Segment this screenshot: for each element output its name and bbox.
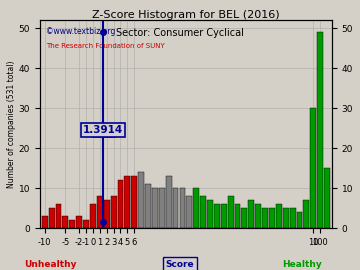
Bar — [76, 216, 82, 228]
Bar — [97, 196, 103, 228]
Bar — [145, 184, 151, 228]
Bar — [317, 32, 323, 228]
Bar — [310, 108, 316, 228]
Bar — [242, 208, 247, 228]
Bar — [138, 172, 144, 228]
Bar — [69, 220, 75, 228]
Text: ©www.textbiz.org: ©www.textbiz.org — [46, 27, 115, 36]
Title: Z-Score Histogram for BEL (2016): Z-Score Histogram for BEL (2016) — [92, 10, 280, 20]
Bar — [303, 200, 309, 228]
Text: The Research Foundation of SUNY: The Research Foundation of SUNY — [46, 43, 165, 49]
Text: Sector: Consumer Cyclical: Sector: Consumer Cyclical — [116, 28, 244, 38]
Bar — [193, 188, 199, 228]
Text: Unhealthy: Unhealthy — [24, 260, 77, 269]
Bar — [290, 208, 296, 228]
Bar — [63, 216, 68, 228]
Bar — [104, 200, 110, 228]
Bar — [297, 212, 302, 228]
Bar — [49, 208, 55, 228]
Bar — [180, 188, 185, 228]
Bar — [200, 196, 206, 228]
Bar — [186, 196, 192, 228]
Bar — [248, 200, 254, 228]
Text: Healthy: Healthy — [283, 260, 322, 269]
Text: 1.3914: 1.3914 — [83, 125, 123, 135]
Bar — [269, 208, 275, 228]
Bar — [262, 208, 268, 228]
Bar — [166, 176, 172, 228]
Bar — [55, 204, 62, 228]
Bar — [159, 188, 165, 228]
Bar — [255, 204, 261, 228]
Text: Score: Score — [166, 260, 194, 269]
Bar — [221, 204, 227, 228]
Bar — [125, 176, 130, 228]
Bar — [324, 168, 330, 228]
Bar — [83, 220, 89, 228]
Bar — [173, 188, 179, 228]
Bar — [276, 204, 282, 228]
Bar — [118, 180, 123, 228]
Bar — [214, 204, 220, 228]
Bar — [228, 196, 234, 228]
Bar — [207, 200, 213, 228]
Bar — [42, 216, 48, 228]
Bar — [111, 196, 117, 228]
Bar — [283, 208, 289, 228]
Bar — [235, 204, 240, 228]
Y-axis label: Number of companies (531 total): Number of companies (531 total) — [7, 60, 16, 188]
Bar — [131, 176, 137, 228]
Bar — [152, 188, 158, 228]
Bar — [90, 204, 96, 228]
